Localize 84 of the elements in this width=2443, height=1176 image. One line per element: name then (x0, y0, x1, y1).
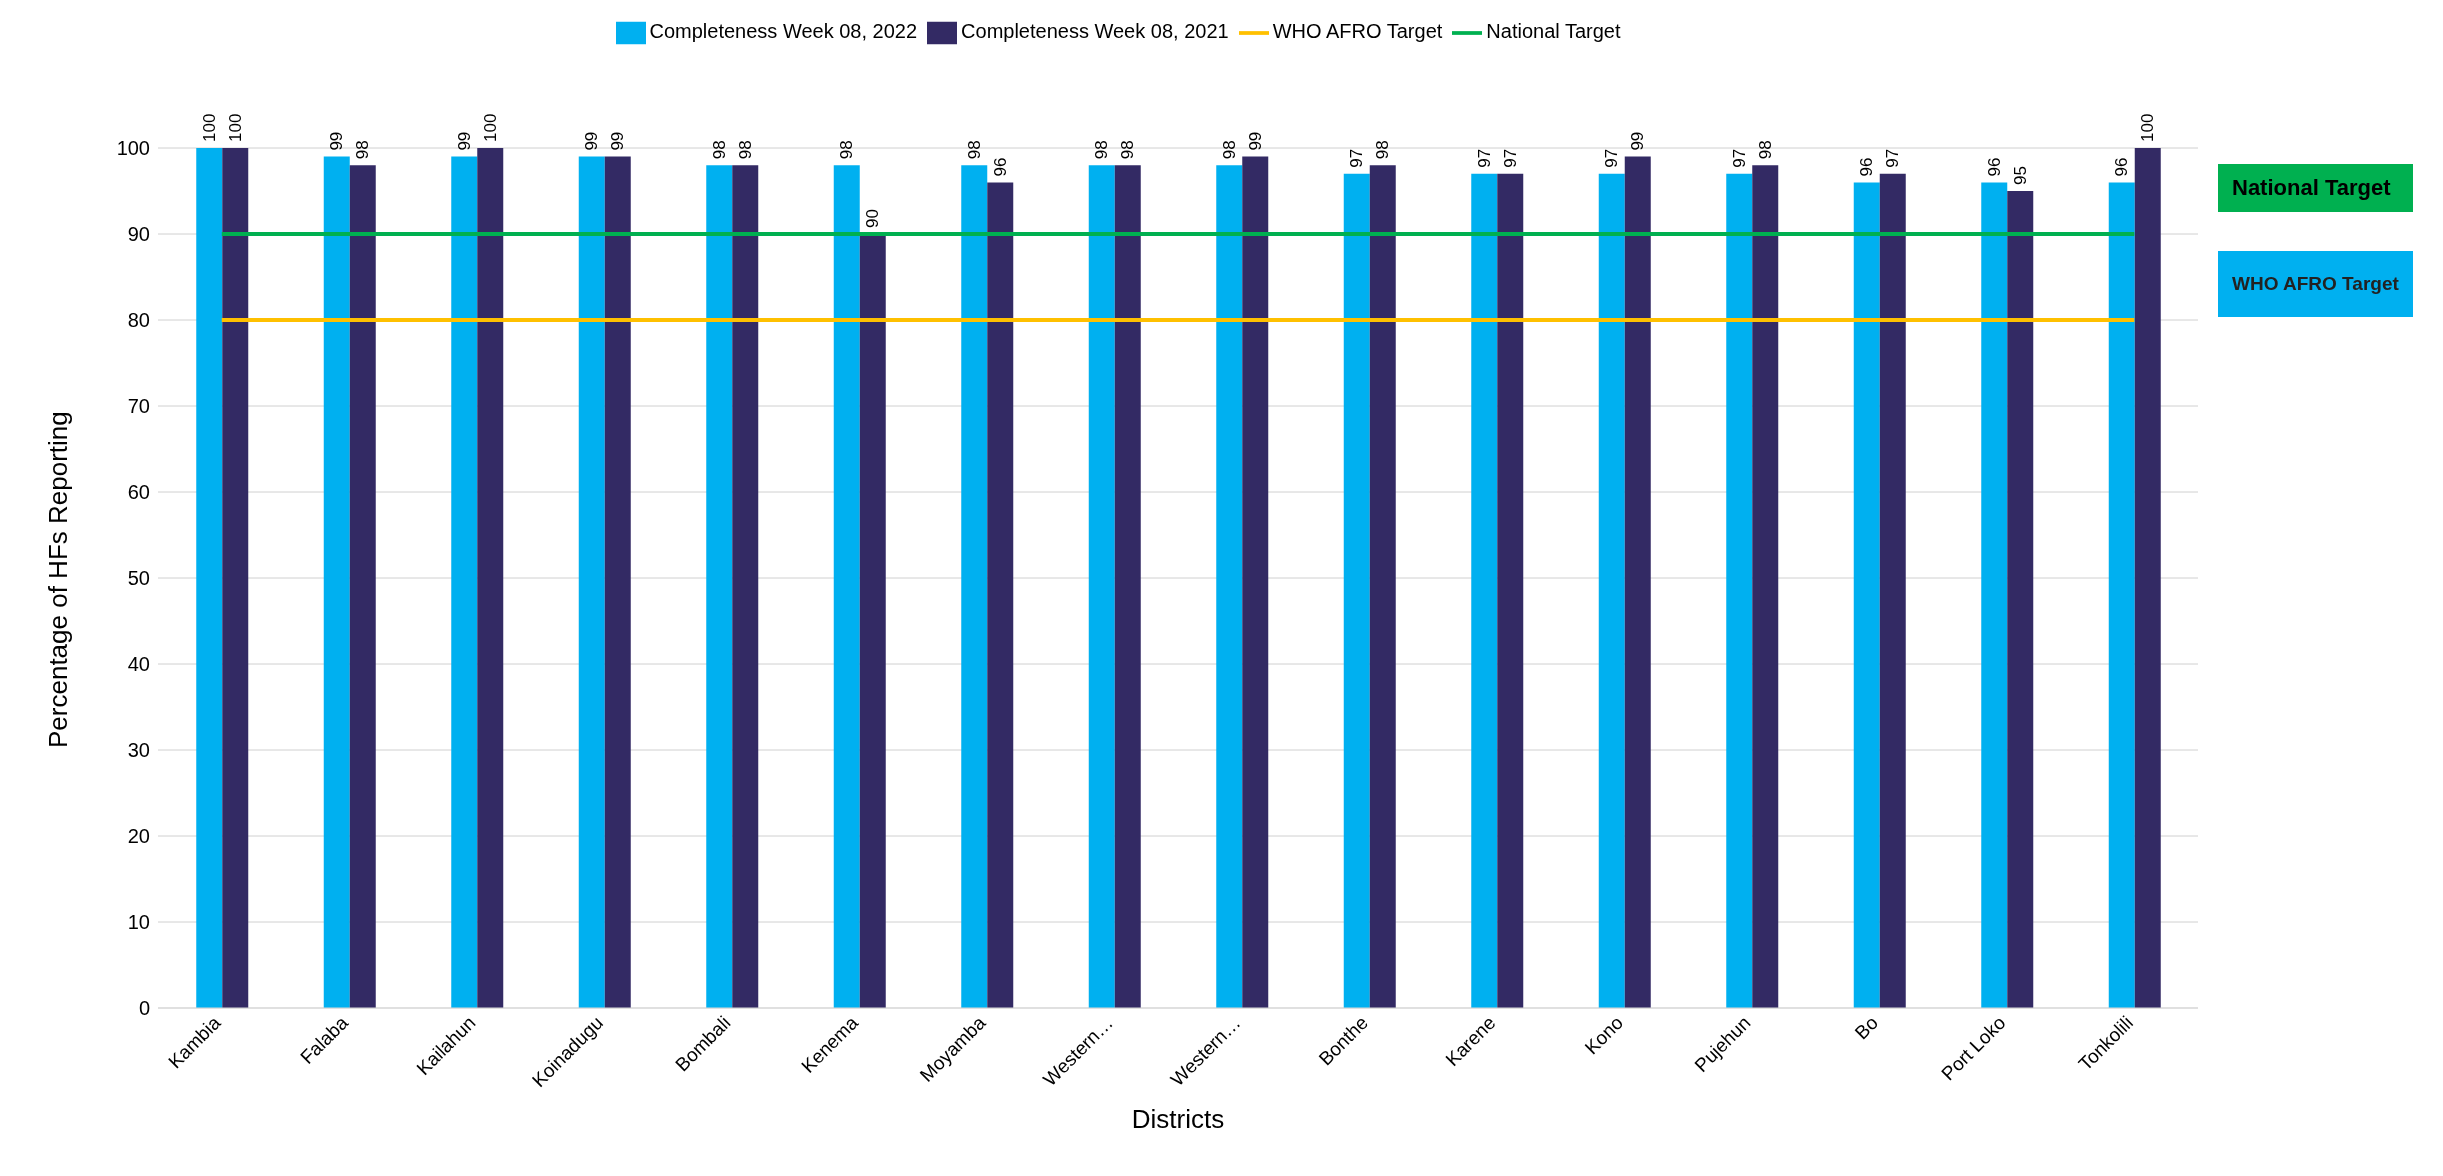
bar (604, 156, 631, 1008)
data-label: 100 (199, 113, 219, 142)
bar (987, 182, 1014, 1008)
bar (1369, 165, 1396, 1008)
text: WHO AFRO Target (2218, 251, 2413, 317)
bar (1216, 165, 1243, 1008)
bar (833, 165, 860, 1008)
bar (732, 165, 759, 1008)
y-tick-label: 20 (127, 825, 150, 848)
data-label: 96 (1857, 157, 1877, 177)
text: National Target (2218, 164, 2413, 212)
data-label: 98 (1219, 140, 1239, 160)
bar (1879, 173, 1906, 1008)
bar (1242, 156, 1269, 1008)
data-label: 98 (1755, 140, 1775, 160)
legend-label: WHO AFRO Target (1272, 20, 1443, 43)
bar (1471, 173, 1498, 1008)
data-label: 98 (1118, 140, 1138, 160)
y-tick-label: 50 (127, 567, 150, 590)
data-label: 98 (964, 140, 984, 160)
bar (706, 165, 733, 1008)
y-tick-label: 60 (127, 481, 150, 504)
data-label: 98 (709, 140, 729, 160)
data-label: 97 (1347, 148, 1367, 168)
data-label: 90 (863, 209, 883, 228)
legend-label: National Target (1486, 20, 1621, 43)
bar (1343, 173, 1370, 1008)
data-label: 100 (2138, 113, 2158, 142)
y-tick-label: 40 (127, 653, 150, 676)
x-tick-label: Bo (1850, 1011, 1883, 1044)
y-tick-label: 70 (127, 395, 150, 418)
data-label: 99 (454, 131, 474, 151)
y-tick-label: 10 (127, 911, 150, 934)
bar (1752, 165, 1779, 1008)
data-label: 97 (1474, 148, 1494, 168)
bar (2108, 182, 2135, 1008)
data-label: 98 (353, 140, 373, 160)
bar (477, 148, 504, 1008)
data-label: 95 (2010, 166, 2030, 185)
y-tick-label: 0 (138, 997, 150, 1020)
y-axis-title: Percentage of HFs Reporting (43, 411, 74, 748)
bar (323, 156, 350, 1008)
data-label: 99 (1628, 131, 1648, 151)
y-tick-label: 90 (127, 223, 150, 246)
bar (1114, 165, 1141, 1008)
bar (1981, 182, 2008, 1008)
y-tick-label: 80 (127, 309, 150, 332)
bar (1726, 173, 1753, 1008)
data-label: 99 (582, 131, 602, 151)
y-tick-label: 30 (127, 739, 150, 762)
data-label: 99 (608, 131, 628, 151)
data-label: 96 (1984, 157, 2004, 177)
bar (578, 156, 605, 1008)
bar (451, 156, 478, 1008)
bar (222, 148, 249, 1008)
legend-label: Completeness Week 08, 2022 (649, 20, 918, 43)
data-label: 97 (1883, 148, 1903, 168)
data-label: 98 (735, 140, 755, 160)
legend-label: Completeness Week 08, 2021 (961, 20, 1229, 43)
data-label: 97 (1729, 148, 1749, 168)
y-tick-label: 100 (116, 137, 150, 160)
data-label: 98 (837, 140, 857, 160)
data-label: 96 (2112, 157, 2132, 177)
bar (961, 165, 988, 1008)
bar (2134, 148, 2161, 1008)
data-label: 97 (1500, 148, 1520, 168)
x-axis-title: Districts (1131, 1104, 1225, 1134)
bar (1598, 173, 1625, 1008)
data-label: 99 (327, 131, 347, 151)
data-label: 100 (480, 113, 500, 142)
bar (1088, 165, 1115, 1008)
data-label: 98 (1373, 140, 1393, 160)
bar (859, 234, 886, 1008)
data-label: 96 (990, 157, 1010, 177)
data-label: 98 (1092, 140, 1112, 160)
data-label: 99 (1245, 131, 1265, 151)
bar (196, 148, 223, 1008)
bar (349, 165, 376, 1008)
data-label: 97 (1602, 148, 1622, 168)
bar (2007, 191, 2034, 1008)
bar (1497, 173, 1524, 1008)
bar (1853, 182, 1880, 1008)
bar (1624, 156, 1651, 1008)
data-label: 100 (225, 113, 245, 142)
